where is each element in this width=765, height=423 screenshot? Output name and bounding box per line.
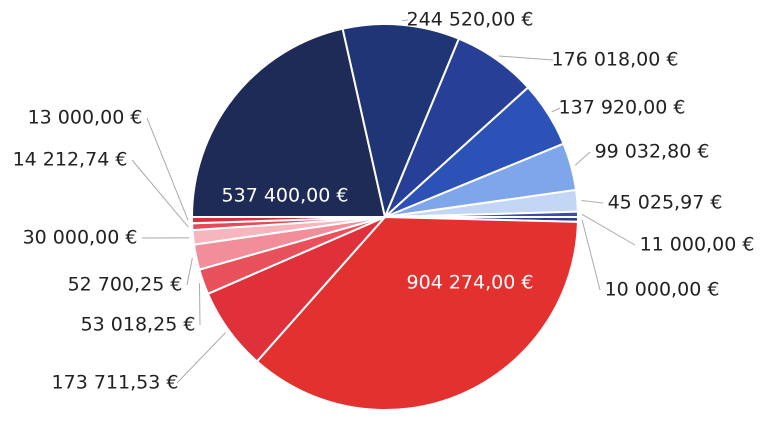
leader-line: [551, 107, 561, 113]
leader-line: [186, 257, 193, 286]
data-label: 244 520,00 €: [407, 9, 534, 31]
data-label: 52 700,25 €: [68, 274, 183, 296]
data-label: 45 025,97 €: [608, 192, 723, 214]
pie-slice: [255, 215, 579, 411]
data-label: 176 018,00 €: [552, 49, 679, 71]
leader-line: [131, 159, 189, 228]
data-label: 10 000,00 €: [605, 279, 720, 301]
pie-slice: [190, 27, 387, 218]
leader-line: [581, 213, 636, 246]
pie-slice: [341, 23, 461, 221]
leader-line: [176, 332, 226, 384]
data-label: 14 212,74 €: [13, 149, 128, 171]
data-label: 30 000,00 €: [23, 227, 138, 249]
data-label: 99 032,80 €: [595, 141, 710, 163]
data-label: 537 400,00 €: [222, 185, 349, 207]
leader-line: [581, 219, 601, 291]
leader-line: [401, 19, 409, 22]
data-label: 137 920,00 €: [559, 97, 686, 119]
leader-line: [198, 283, 201, 326]
pie-slice: [190, 216, 386, 225]
data-label: 53 018,25 €: [81, 314, 196, 336]
leader-line: [574, 151, 591, 166]
data-label: 173 711,53 €: [52, 372, 179, 394]
data-label: 13 000,00 €: [28, 107, 143, 129]
leader-line: [498, 55, 554, 61]
data-label: 904 274,00 €: [407, 272, 534, 294]
leader-line: [146, 117, 189, 221]
data-label: 11 000,00 €: [640, 234, 755, 256]
leader-line: [581, 199, 604, 204]
